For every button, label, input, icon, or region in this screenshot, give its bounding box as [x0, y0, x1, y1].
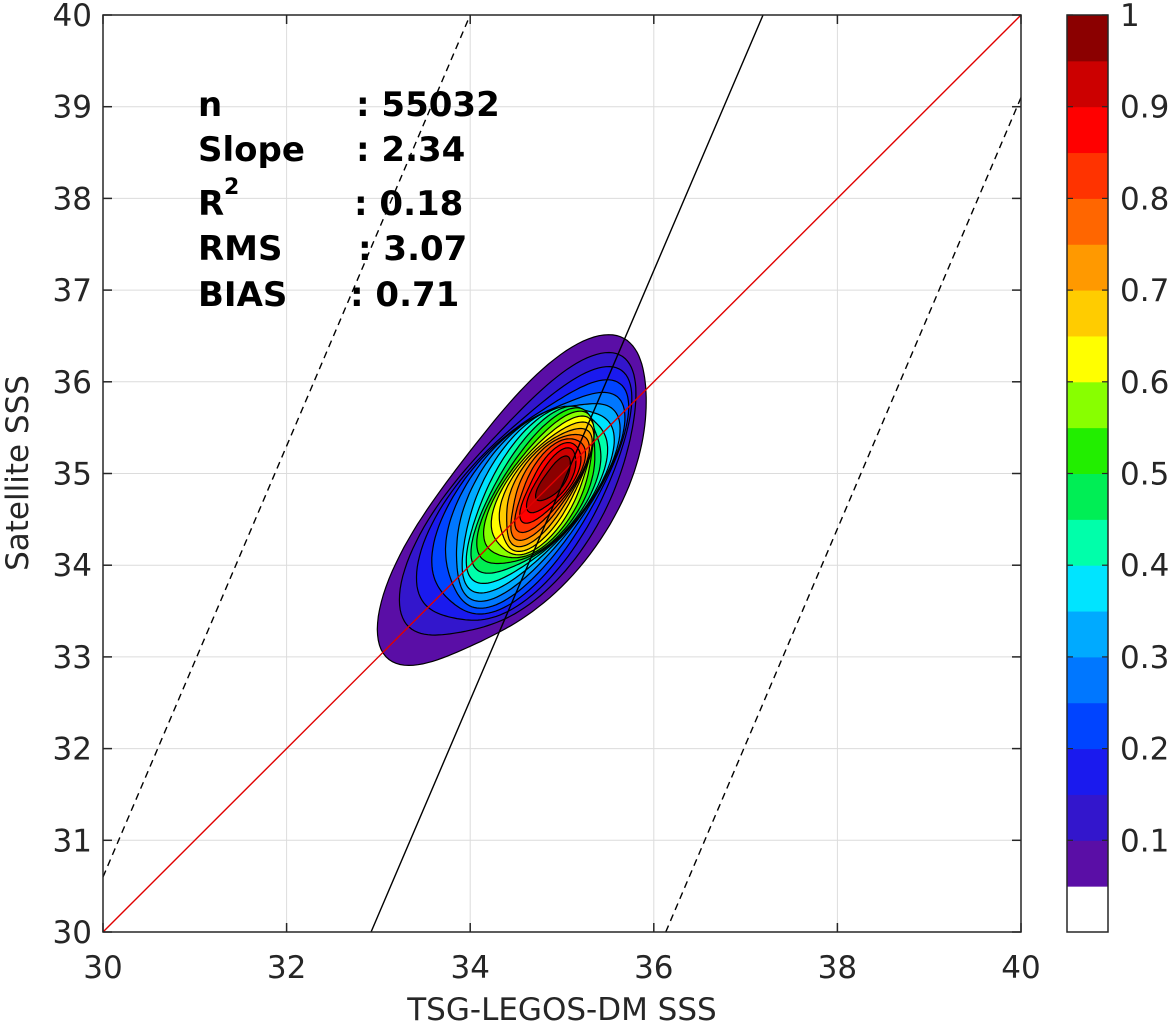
colorbar-tick-label-1: 1 — [1120, 0, 1140, 34]
stat-n-value: : 55032 — [356, 85, 500, 125]
colorbar-segment-13 — [1067, 290, 1108, 337]
colorbar-tick-label-0.3: 0.3 — [1120, 640, 1169, 676]
x-tick-label-34: 34 — [450, 950, 489, 986]
x-tick-label-40: 40 — [1001, 950, 1040, 986]
colorbar-segment-1 — [1067, 840, 1108, 887]
colorbar-tick-label-0.5: 0.5 — [1120, 457, 1169, 493]
colorbar-tick-label-0.9: 0.9 — [1120, 90, 1169, 126]
stat-r2-superscript: 2 — [224, 175, 239, 200]
y-tick-label-39: 39 — [53, 90, 92, 126]
density-contours — [376, 334, 647, 667]
y-tick-label-37: 37 — [53, 273, 92, 309]
colorbar-segment-6 — [1067, 611, 1108, 658]
colorbar-segment-19 — [1067, 15, 1108, 62]
stat-r2-value: : 0.18 — [354, 184, 463, 224]
colorbar-tick-label-0.8: 0.8 — [1120, 181, 1169, 217]
colorbar-tick-label-0.6: 0.6 — [1120, 365, 1169, 401]
colorbar-tick-labels: 0.1 0.2 0.3 0.4 0.5 0.6 0.7 0.8 0.9 1 — [1120, 0, 1169, 859]
y-tick-label-40: 40 — [53, 0, 92, 34]
y-tick-labels: 30 31 32 33 34 35 36 37 38 39 40 — [53, 0, 92, 951]
x-tick-label-30: 30 — [83, 950, 122, 986]
x-tick-labels: 30 32 34 36 38 40 — [83, 950, 1040, 986]
stat-n-label: n — [198, 85, 222, 125]
colorbar-segment-18 — [1067, 60, 1108, 108]
colorbar-tick-label-0.2: 0.2 — [1120, 732, 1169, 768]
colorbar-tick-label-0.1: 0.1 — [1120, 823, 1169, 859]
one-to-one-line — [103, 15, 1021, 932]
colorbar-segment-2 — [1067, 794, 1108, 841]
stat-bias-label: BIAS — [198, 275, 287, 315]
contour-level-0.95 — [534, 455, 571, 502]
stat-bias-value: : 0.71 — [350, 275, 459, 315]
x-axis-label: TSG-LEGOS-DM SSS — [406, 992, 716, 1028]
colorbar-segment-7 — [1067, 565, 1108, 612]
colorbar-segment-17 — [1067, 106, 1108, 154]
x-tick-label-36: 36 — [634, 950, 673, 986]
y-axis-label: Satellite SSS — [0, 375, 36, 571]
y-tick-label-30: 30 — [53, 915, 92, 951]
y-tick-label-38: 38 — [53, 181, 92, 217]
colorbar-segment-14 — [1067, 244, 1108, 291]
colorbar-segment-16 — [1067, 152, 1108, 199]
colorbar-segment-10 — [1067, 427, 1108, 474]
y-tick-label-35: 35 — [53, 457, 92, 493]
colorbar — [1066, 14, 1109, 933]
x-tick-label-38: 38 — [818, 950, 857, 986]
stat-rms-label: RMS — [198, 229, 283, 269]
y-tick-label-36: 36 — [53, 365, 92, 401]
x-tick-label-32: 32 — [267, 950, 306, 986]
colorbar-segment-15 — [1067, 198, 1108, 245]
colorbar-tick-label-0.4: 0.4 — [1120, 548, 1169, 584]
upper-bound-line — [103, 15, 471, 878]
stat-r2-label: R — [198, 184, 224, 224]
regression-line — [370, 15, 764, 932]
stat-slope-label: Slope — [198, 130, 305, 170]
colorbar-segment-0 — [1067, 886, 1108, 933]
colorbar-segment-4 — [1067, 702, 1108, 750]
colorbar-segment-12 — [1067, 335, 1108, 383]
colorbar-segment-9 — [1067, 473, 1108, 520]
y-tick-label-34: 34 — [53, 548, 92, 584]
stat-rms-value: : 3.07 — [358, 229, 467, 269]
colorbar-segment-8 — [1067, 519, 1108, 566]
reference-lines — [103, 15, 1021, 932]
colorbar-segment-3 — [1067, 748, 1108, 795]
y-tick-label-31: 31 — [53, 823, 92, 859]
y-tick-label-32: 32 — [53, 732, 92, 768]
statistics-annotation: n : 55032 Slope : 2.34 R 2 : 0.18 RMS : … — [198, 85, 500, 315]
colorbar-segment-11 — [1067, 381, 1108, 429]
y-tick-label-33: 33 — [53, 640, 92, 676]
colorbar-segment-5 — [1067, 656, 1108, 704]
stat-slope-value: : 2.34 — [356, 130, 465, 170]
axis-ticks — [102, 14, 1022, 933]
colorbar-tick-label-0.7: 0.7 — [1120, 273, 1169, 309]
